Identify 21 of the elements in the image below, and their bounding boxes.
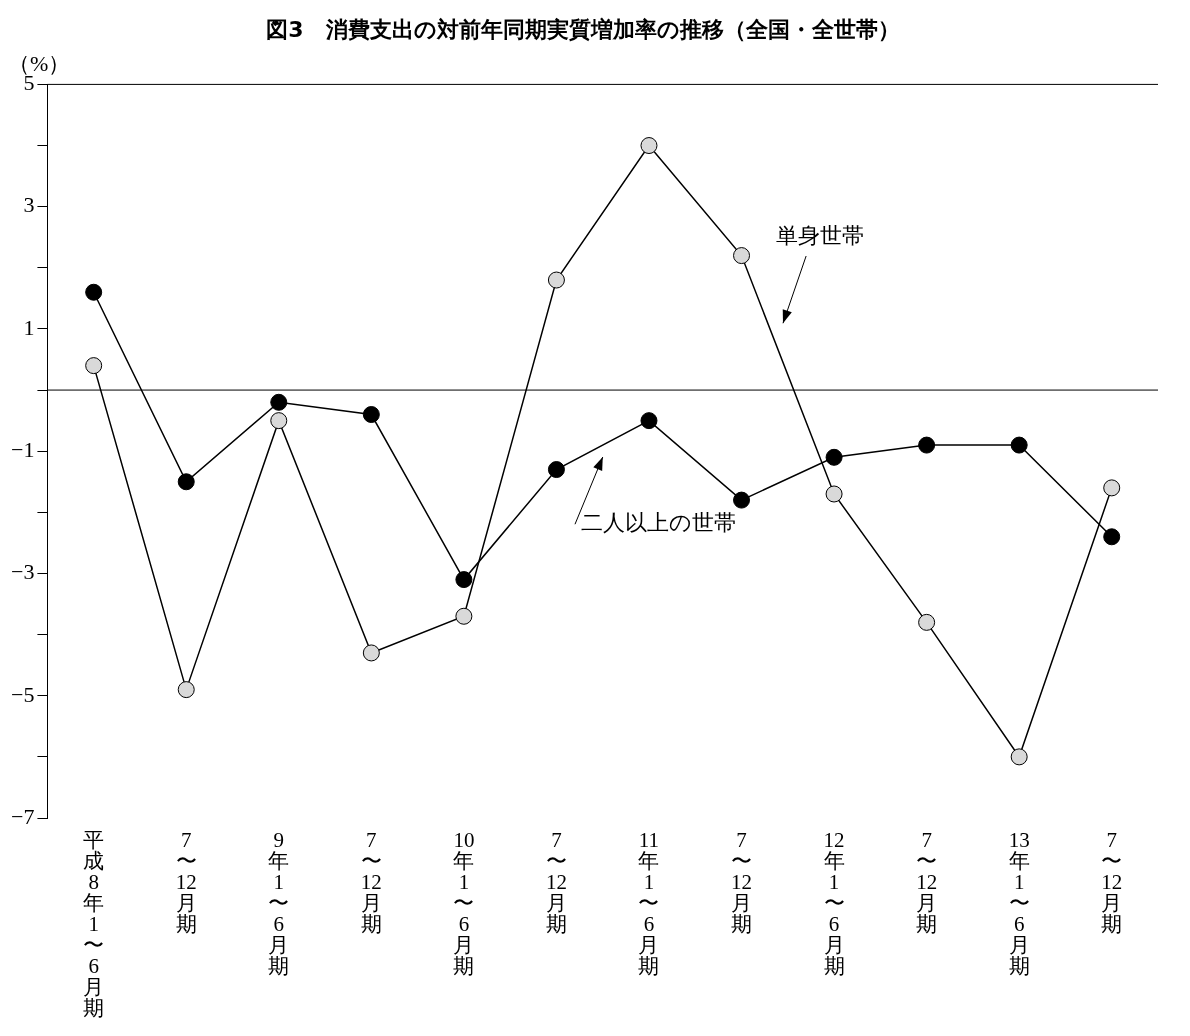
x-tick-label: 7〜12月期 bbox=[731, 828, 753, 937]
x-tick-label: 7〜12月期 bbox=[545, 828, 567, 937]
x-tick-label: 7〜12月期 bbox=[916, 828, 938, 937]
y-tick-label: −7 bbox=[10, 803, 35, 829]
x-tick-label: 13年1〜6月期 bbox=[1008, 828, 1030, 979]
x-tick-label: 11年1〜6月期 bbox=[638, 828, 660, 979]
x-tick-label: 10年1〜6月期 bbox=[453, 828, 475, 979]
chart-title: 図3 消費支出の対前年同期実質増加率の推移（全国・全世帯） bbox=[266, 16, 900, 42]
y-tick-label: −5 bbox=[10, 681, 35, 707]
x-tick-label: 7〜12月期 bbox=[175, 828, 197, 937]
y-tick-label: −1 bbox=[10, 436, 35, 462]
series-label: 単身世帯 bbox=[776, 223, 865, 249]
x-tick-label: 7〜12月期 bbox=[1101, 828, 1123, 937]
series-label: 二人以上の世帯 bbox=[580, 510, 736, 536]
category-label: 平成8年1〜6月期 bbox=[83, 828, 105, 1021]
y-tick-label: 1 bbox=[23, 314, 35, 340]
y-tick-label: −3 bbox=[10, 559, 35, 585]
y-tick-label: 3 bbox=[23, 192, 35, 218]
x-tick-label: 7〜12月期 bbox=[360, 828, 382, 937]
x-tick-label: 9年1〜6月期 bbox=[268, 828, 290, 979]
x-tick-label: 12年1〜6月期 bbox=[823, 828, 845, 979]
